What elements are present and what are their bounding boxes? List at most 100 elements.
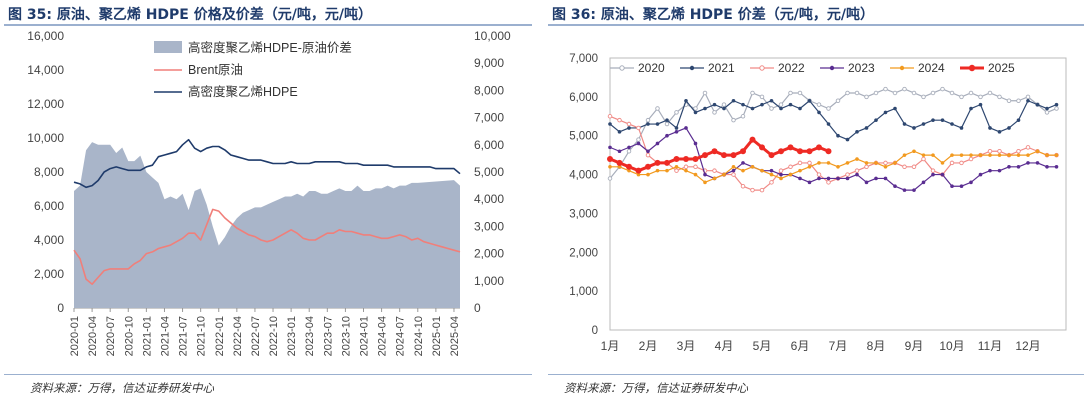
point-2023 xyxy=(807,180,812,185)
point-2022 xyxy=(626,121,632,127)
point-2020 xyxy=(1016,98,1021,103)
point-2025 xyxy=(692,156,699,163)
x-tick-label: 7月 xyxy=(829,339,848,353)
x-tick-label: 2023-04 xyxy=(304,316,316,356)
y-left-tick-label: 0 xyxy=(57,301,64,315)
x-tick-label: 2024-07 xyxy=(395,316,407,356)
point-2020 xyxy=(968,90,974,96)
point-2022 xyxy=(807,160,812,166)
point-2021 xyxy=(627,126,631,130)
point-2025 xyxy=(702,152,708,159)
point-2022 xyxy=(997,149,1002,154)
point-2024 xyxy=(646,172,650,177)
point-2023 xyxy=(921,180,926,185)
y-right-tick-label: 4,000 xyxy=(474,192,504,206)
point-2024 xyxy=(617,165,622,169)
legend-label-2021: 2021 xyxy=(708,61,735,75)
point-2024 xyxy=(684,168,688,173)
point-2020 xyxy=(883,86,888,92)
point-2021 xyxy=(693,110,698,115)
point-2021 xyxy=(731,98,736,103)
point-2024 xyxy=(722,172,726,177)
point-2023 xyxy=(826,176,831,181)
point-2025 xyxy=(664,159,670,166)
y-left-tick-label: 6,000 xyxy=(34,199,64,213)
point-2024 xyxy=(902,153,907,157)
x-tick-label: 4月 xyxy=(715,339,734,353)
point-2024 xyxy=(997,153,1002,157)
point-2020 xyxy=(788,90,793,96)
legend-marker-2022 xyxy=(759,65,765,71)
point-2021 xyxy=(1054,102,1059,107)
point-2023 xyxy=(864,180,869,185)
point-2020 xyxy=(902,86,907,92)
point-2020 xyxy=(702,90,708,96)
point-2022 xyxy=(607,114,613,119)
point-2021 xyxy=(1026,98,1030,103)
point-2024 xyxy=(855,157,859,161)
right-chart-title: 图 36: 原油、聚乙烯 HDPE 价差（元/吨，元/吨） xyxy=(552,7,874,23)
x-tick-label: 2025-01 xyxy=(431,316,443,356)
point-2021 xyxy=(807,98,812,103)
point-2020 xyxy=(769,106,774,111)
point-2022 xyxy=(854,168,860,173)
point-2023 xyxy=(874,176,878,181)
y-left-tick-label: 16,000 xyxy=(27,29,64,43)
point-2023 xyxy=(893,184,897,189)
point-2024 xyxy=(950,153,954,157)
x-tick-label: 2020-01 xyxy=(69,316,81,356)
point-2021 xyxy=(769,98,774,103)
point-2020 xyxy=(759,94,765,100)
point-2024 xyxy=(893,161,897,165)
point-2023 xyxy=(731,168,736,173)
x-tick-label: 2022-04 xyxy=(232,316,244,356)
point-2021 xyxy=(950,122,954,126)
point-2024 xyxy=(674,165,679,169)
left-chart: 0 2,000 4,000 6,000 8,000 10,000 12,000 14,000 1… xyxy=(27,29,511,356)
point-2021 xyxy=(779,106,783,111)
legend-label-brent: Brent原油 xyxy=(188,63,243,77)
x-tick-label: 2月 xyxy=(639,339,658,353)
point-2022 xyxy=(683,164,689,170)
right-title-rule xyxy=(548,24,1084,26)
point-2022 xyxy=(911,164,917,170)
point-2021 xyxy=(750,106,755,111)
point-2021 xyxy=(674,126,679,130)
y-right-tick-label: 6,000 xyxy=(474,138,504,152)
x-tick-label: 2023-01 xyxy=(286,316,298,356)
point-2021 xyxy=(855,130,859,134)
y-right-tick-label: 5,000 xyxy=(474,165,504,179)
point-2023 xyxy=(646,149,650,154)
point-2025 xyxy=(749,136,756,143)
point-2022 xyxy=(968,156,974,162)
y-tick-label: 1,000 xyxy=(569,286,598,298)
point-2021 xyxy=(836,133,840,138)
legend-marker-2025 xyxy=(968,64,976,72)
point-2025 xyxy=(768,152,775,159)
point-2020 xyxy=(626,149,632,154)
point-2022 xyxy=(645,152,651,158)
point-2025 xyxy=(711,148,718,155)
y-right-tick-label: 7,000 xyxy=(474,111,504,125)
point-2025 xyxy=(635,167,642,174)
point-2023 xyxy=(684,126,688,130)
point-2020 xyxy=(1054,106,1059,111)
y-right-tick-label: 9,000 xyxy=(474,56,504,70)
point-2021 xyxy=(617,130,622,134)
point-2025 xyxy=(806,148,813,155)
point-2020 xyxy=(930,90,936,96)
legend-marker-2024 xyxy=(899,65,905,71)
point-2023 xyxy=(978,172,983,177)
point-2020 xyxy=(854,90,860,96)
point-2024 xyxy=(874,161,878,165)
point-2022 xyxy=(921,156,926,162)
x-tick-label: 12月 xyxy=(1015,339,1040,353)
point-2025 xyxy=(778,148,784,155)
point-2023 xyxy=(817,176,821,181)
point-2023 xyxy=(655,141,660,146)
point-2024 xyxy=(703,180,707,185)
point-2023 xyxy=(1007,165,1011,169)
point-2020 xyxy=(987,90,993,96)
legend-label-2025: 2025 xyxy=(988,61,1015,75)
point-2021 xyxy=(741,102,745,107)
